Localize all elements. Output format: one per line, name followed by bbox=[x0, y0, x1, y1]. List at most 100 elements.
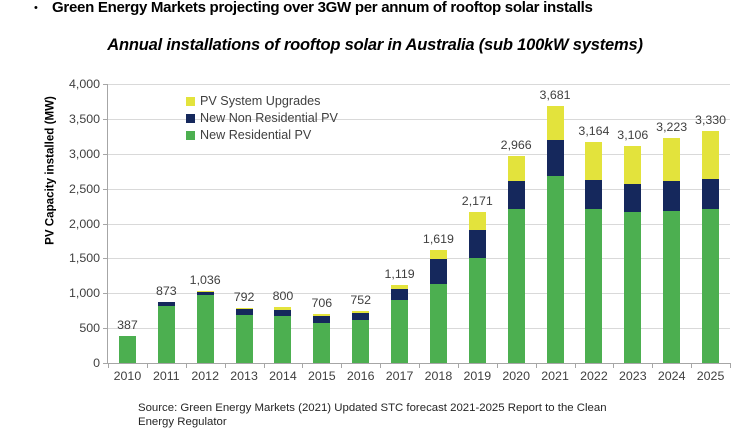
x-axis-label-2025: 2025 bbox=[696, 369, 725, 383]
bar-segment-non-residential bbox=[546, 140, 564, 177]
x-axis-label-2018: 2018 bbox=[424, 369, 453, 383]
legend-label-residential: New Residential PV bbox=[200, 128, 312, 142]
x-axis-label-2014: 2014 bbox=[269, 369, 297, 383]
legend-label-upgrades: PV System Upgrades bbox=[200, 94, 321, 108]
y-axis-tick bbox=[103, 153, 108, 155]
x-axis-label-2022: 2022 bbox=[580, 369, 608, 383]
bar-segment-residential bbox=[391, 300, 409, 363]
bar-2025 bbox=[702, 130, 720, 363]
bar-segment-residential bbox=[507, 208, 525, 363]
bar-value-label-2017: 1,119 bbox=[384, 266, 415, 281]
source-note-line2: Energy Regulator bbox=[138, 416, 227, 428]
x-axis-label-2023: 2023 bbox=[619, 369, 647, 383]
bar-2022 bbox=[585, 142, 603, 363]
bar-segment-non-residential bbox=[235, 309, 253, 315]
bar-segment-upgrades bbox=[546, 106, 564, 141]
bar-segment-non-residential bbox=[585, 179, 603, 209]
bar-segment-non-residential bbox=[507, 181, 525, 209]
bar-2012 bbox=[196, 290, 214, 363]
bar-segment-upgrades bbox=[507, 156, 525, 182]
y-axis-label: 0 bbox=[93, 356, 100, 370]
x-axis-tick bbox=[185, 363, 187, 368]
bar-2016 bbox=[352, 310, 370, 363]
y-axis-tick bbox=[103, 363, 108, 364]
bar-segment-non-residential bbox=[468, 229, 486, 258]
bar-value-label-2019: 2,171 bbox=[461, 193, 493, 208]
y-axis-label: 1,500 bbox=[68, 251, 100, 266]
bar-2020 bbox=[507, 156, 525, 363]
x-axis-tick bbox=[380, 363, 382, 368]
bar-segment-residential bbox=[429, 284, 447, 363]
bar-2011 bbox=[157, 302, 175, 363]
legend-label-non-residential: New Non Residential PV bbox=[200, 111, 338, 125]
bar-segment-residential bbox=[663, 210, 681, 363]
gridline bbox=[108, 84, 730, 85]
bar-segment-upgrades bbox=[663, 138, 681, 182]
bar-value-label-2015: 706 bbox=[311, 295, 333, 310]
bar-segment-upgrades bbox=[196, 290, 214, 292]
x-axis-tick bbox=[263, 363, 265, 368]
y-axis-tick bbox=[103, 293, 108, 295]
bar-2017 bbox=[391, 284, 409, 363]
bar-2021 bbox=[546, 106, 564, 363]
y-axis-label: 500 bbox=[79, 321, 100, 336]
bar-segment-residential bbox=[546, 176, 564, 363]
legend-swatch-upgrades bbox=[186, 96, 195, 106]
bar-value-label-2024: 3,223 bbox=[656, 120, 688, 135]
header-bullet-text: Green Energy Markets projecting over 3GW… bbox=[52, 0, 593, 16]
bar-2010 bbox=[118, 336, 136, 363]
x-axis-label-2017: 2017 bbox=[385, 369, 414, 383]
bar-value-label-2016: 752 bbox=[350, 292, 372, 307]
legend-swatch-non-residential bbox=[186, 113, 195, 123]
bar-segment-non-residential bbox=[663, 181, 681, 211]
bar-segment-residential bbox=[196, 295, 214, 363]
bar-value-label-2014: 800 bbox=[272, 289, 294, 304]
bar-2019 bbox=[468, 211, 486, 363]
bar-2023 bbox=[624, 146, 642, 363]
x-axis-label-2012: 2012 bbox=[191, 369, 219, 383]
legend-item-upgrades: PV System Upgrades bbox=[186, 94, 338, 108]
x-axis-line bbox=[107, 363, 730, 364]
bar-segment-upgrades bbox=[429, 250, 447, 260]
y-axis-label: 2,000 bbox=[68, 216, 100, 231]
x-axis-label-2024: 2024 bbox=[657, 369, 686, 383]
y-axis-tick bbox=[103, 188, 108, 190]
plot-region: 0 500 1,000 1,500 2,000 2,500 3,000 3,500 4,000 … bbox=[69, 77, 731, 383]
bar-2024 bbox=[663, 138, 681, 363]
bar-segment-non-residential bbox=[157, 302, 175, 306]
bar-2015 bbox=[313, 313, 331, 363]
x-axis-label-2021: 2021 bbox=[541, 369, 569, 383]
bar-value-label-2012: 1,036 bbox=[189, 272, 221, 287]
x-axis-tick bbox=[457, 363, 459, 368]
bar-segment-upgrades bbox=[624, 146, 642, 184]
x-axis-label-2011: 2011 bbox=[152, 369, 180, 383]
x-axis-label-2013: 2013 bbox=[230, 369, 258, 383]
bar-segment-non-residential bbox=[352, 313, 370, 321]
bar-value-label-2013: 792 bbox=[233, 289, 255, 304]
bar-2014 bbox=[274, 307, 292, 363]
bar-value-label-2010: 387 bbox=[117, 318, 138, 333]
bar-segment-residential bbox=[468, 257, 486, 363]
bar-segment-residential bbox=[235, 314, 253, 363]
chart-legend: PV System Upgrades New Non Residential P… bbox=[186, 94, 338, 142]
chart-title: Annual installations of rooftop solar in… bbox=[107, 36, 643, 54]
legend-item-residential: New Residential PV bbox=[186, 128, 338, 142]
bar-segment-non-residential bbox=[624, 183, 642, 212]
x-axis-tick bbox=[108, 363, 109, 368]
bar-value-label-2020: 2,966 bbox=[500, 138, 532, 153]
bar-segment-upgrades bbox=[313, 313, 331, 316]
bar-value-label-2011: 873 bbox=[155, 284, 177, 299]
x-axis-label-2010: 2010 bbox=[113, 369, 142, 383]
y-axis-tick bbox=[103, 223, 108, 225]
x-axis-label-2020: 2020 bbox=[502, 369, 530, 383]
y-axis-tick bbox=[103, 328, 108, 330]
legend-item-non-residential: New Non Residential PV bbox=[186, 111, 338, 125]
y-axis-tick bbox=[103, 258, 108, 260]
bullet-marker-icon: • bbox=[34, 2, 38, 14]
x-axis-tick bbox=[652, 363, 654, 368]
bar-segment-residential bbox=[157, 305, 175, 363]
y-axis-label: 3,500 bbox=[68, 111, 100, 126]
source-note-line1: Source: Green Energy Markets (2021) Upda… bbox=[138, 402, 607, 414]
x-axis-tick bbox=[341, 363, 343, 368]
